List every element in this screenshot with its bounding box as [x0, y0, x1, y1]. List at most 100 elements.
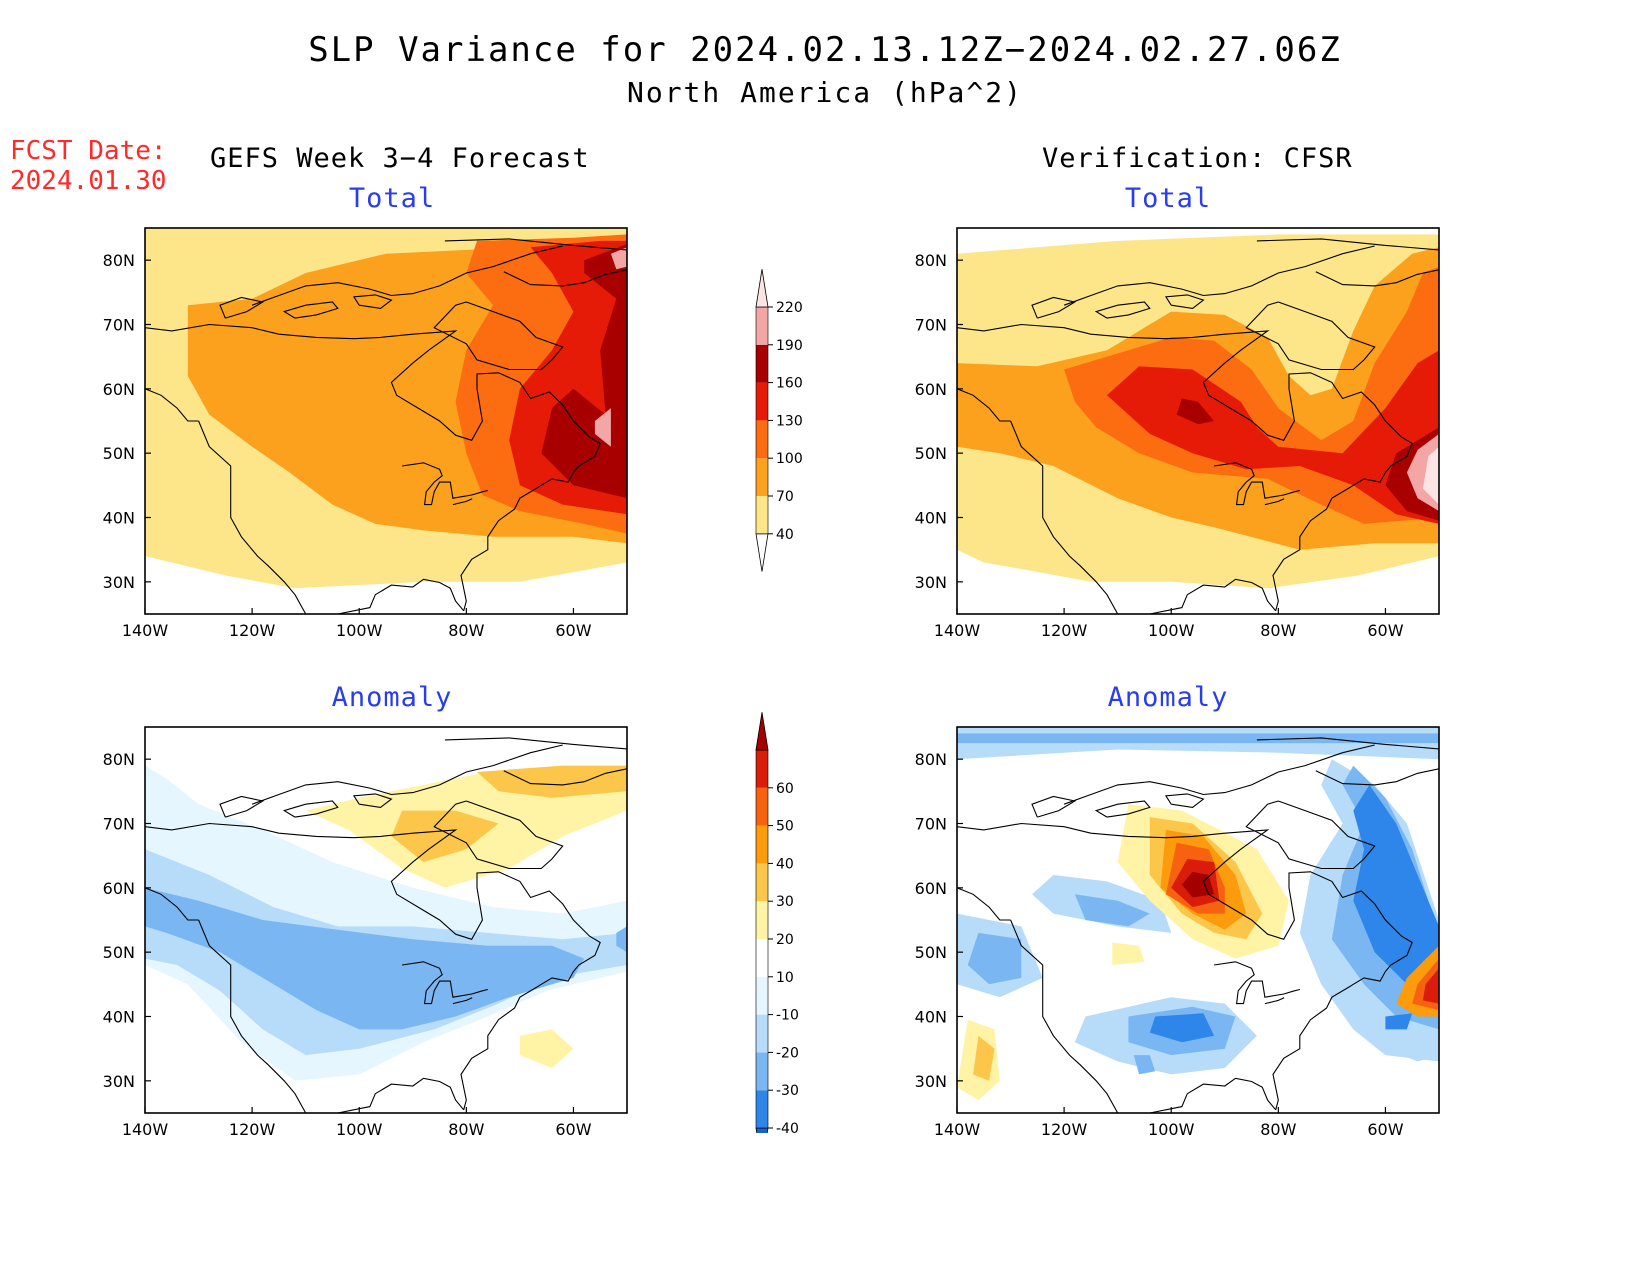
coastline — [145, 822, 601, 1110]
colorbar-high-tip — [755, 712, 769, 751]
coastline — [1214, 462, 1300, 506]
colorbar-segment — [756, 1090, 768, 1128]
lon-tick-label: 60W — [555, 1120, 591, 1139]
coastline — [1315, 269, 1439, 287]
coastline-layer — [957, 737, 1439, 1113]
coastline — [219, 296, 265, 319]
colorbar-segment — [756, 458, 768, 496]
lon-tick-label: 140W — [122, 1120, 169, 1139]
coastline — [198, 420, 307, 614]
lat-tick-label: 30N — [103, 573, 135, 592]
colorbar-segment — [756, 976, 768, 1015]
colorbar-label: 50 — [776, 819, 794, 835]
shading-layer — [145, 228, 627, 614]
lon-tick-label: 120W — [229, 1120, 276, 1139]
coastline — [352, 294, 393, 309]
lon-tick-label: 80W — [1260, 621, 1296, 640]
colorbar-segment — [756, 344, 768, 383]
coastline — [1264, 498, 1285, 506]
forecast-total-map-svg: 140W 120W 100W 80W 60W 30N 40N 50N 60N 70N 80N — [103, 227, 628, 640]
contour-band — [1181, 871, 1215, 898]
lat-tick-label: 70N — [915, 815, 947, 834]
colorbar-segment — [756, 901, 768, 939]
map-frame — [956, 227, 1440, 615]
coastline — [452, 997, 473, 1005]
coastline — [1164, 793, 1205, 808]
lat-tick-label: 50N — [915, 943, 947, 962]
colorbar-high-tip — [755, 269, 769, 308]
contour-band — [594, 408, 611, 447]
coastline — [402, 462, 488, 506]
colorbar-label: 10 — [776, 970, 794, 986]
total-colorbar-svg: 40 70 100 130 160 190 220 — [755, 269, 803, 572]
coastline — [337, 1077, 465, 1113]
contour-band — [957, 733, 1439, 744]
contour-band — [477, 765, 627, 798]
forecast-date-value: 2024.01.30 — [10, 166, 167, 196]
contour-band — [967, 932, 1022, 985]
forecast-anomaly-map: 140W 120W 100W 80W 60W 30N 40N 50N 60N 70N 80N — [93, 724, 653, 1154]
colorbar-label: -20 — [776, 1045, 799, 1061]
lat-tick-label: 80N — [915, 750, 947, 769]
coastline — [503, 768, 627, 786]
coastline — [444, 737, 627, 750]
lat-tick-label: 30N — [915, 1072, 947, 1091]
verification-anomaly-title: Anomaly — [1107, 682, 1229, 713]
shading-layer — [145, 727, 627, 1113]
lon-tick-label: 120W — [1041, 1120, 1088, 1139]
coastline — [145, 887, 199, 921]
coastline-layer — [145, 737, 627, 1113]
verification-column-heading: Verification: CFSR — [1042, 143, 1353, 174]
colorbar-label: 30 — [776, 894, 794, 910]
lon-tick-label: 80W — [448, 621, 484, 640]
coastline — [352, 793, 393, 808]
forecast-date-block: FCST Date: 2024.01.30 — [10, 136, 167, 196]
lon-tick-label: 80W — [1260, 1120, 1296, 1139]
contour-band — [1112, 942, 1145, 965]
coastline — [1010, 420, 1119, 614]
lon-tick-label: 60W — [555, 621, 591, 640]
colorbar-segment — [756, 420, 768, 459]
colorbar-segment — [756, 307, 768, 345]
coastline — [433, 800, 564, 870]
colorbar-low-tip — [755, 533, 769, 572]
colorbar-segment — [756, 939, 768, 977]
forecast-anomaly-map-svg: 140W 120W 100W 80W 60W 30N 40N 50N 60N 70N 80N — [103, 726, 628, 1139]
coastline — [957, 388, 1011, 422]
contour-band — [519, 1029, 574, 1068]
lon-tick-label: 140W — [122, 621, 169, 640]
coastline — [282, 800, 339, 818]
coastline — [1256, 238, 1439, 251]
lat-tick-label: 80N — [915, 251, 947, 270]
colorbar-segment — [756, 1014, 768, 1053]
lat-tick-label: 60N — [915, 879, 947, 898]
contour-band — [1107, 350, 1439, 524]
lon-tick-label: 100W — [1148, 1120, 1195, 1139]
colorbar-label: 40 — [776, 856, 794, 872]
anomaly-colorbar: -40 -30 -20 -10 10 20 30 40 50 60 — [740, 708, 820, 1166]
contour-band — [1133, 1055, 1156, 1075]
map-frame — [956, 726, 1440, 1114]
coastline-layer — [145, 238, 627, 614]
coastline — [145, 323, 601, 611]
coastline — [1063, 744, 1375, 805]
colorbar-label: 20 — [776, 932, 794, 948]
lat-tick-label: 80N — [103, 251, 135, 270]
coastline — [251, 245, 563, 306]
coastline — [957, 822, 1413, 1110]
colorbar-segment — [756, 382, 768, 421]
colorbar-label: -10 — [776, 1008, 799, 1024]
map-frame — [144, 726, 628, 1114]
contour-band — [1149, 1013, 1215, 1043]
contour-band — [973, 1035, 995, 1081]
colorbar-segment — [756, 750, 768, 788]
lon-tick-label: 60W — [1367, 621, 1403, 640]
contour-band — [145, 887, 585, 1030]
coastline — [433, 301, 564, 371]
chart-subtitle: North America (hPa^2) — [626, 76, 1023, 109]
colorbar-label: 190 — [776, 338, 803, 354]
forecast-total-map: 140W 120W 100W 80W 60W 30N 40N 50N 60N 70N 80N — [93, 225, 653, 655]
contour-band — [391, 810, 499, 863]
coastline — [402, 961, 488, 1005]
colorbar-label: 220 — [776, 300, 803, 316]
